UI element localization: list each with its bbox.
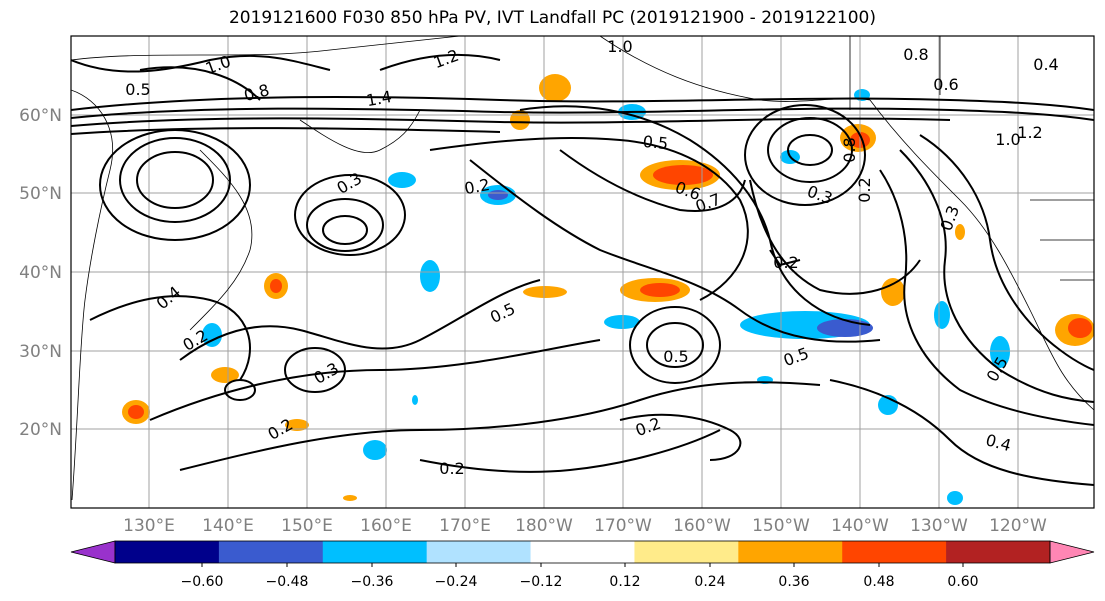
lat-tick-label: 50°N [19,184,62,204]
colorbar-segment [115,541,220,563]
lon-tick-label: 140°W [831,516,889,536]
pv-contours [71,53,1094,486]
colorbar-tick-label: 0.60 [947,574,978,590]
colorbar-outline [114,540,1051,564]
colorbar-tick-label: 0.24 [694,574,725,590]
map-panel [70,35,1095,509]
colorbar-segment [634,541,739,563]
colorbar-segment [842,541,947,563]
contour-label: 0.2 [439,459,464,478]
colorbar-tick-label: 0.36 [778,574,809,590]
lon-tick-label: 150°W [752,516,810,536]
contour-label: 0.5 [642,132,669,153]
contour-label: 0.2 [773,253,798,272]
colorbar: −0.60 −0.48 −0.36 −0.24 −0.12 0.12 0.24 0.36 0.4… [70,540,1095,590]
contour-label: 0.5 [125,80,150,99]
colorbar-tick-label: 0.48 [863,574,894,590]
colorbar-tick-label: −0.36 [351,574,394,590]
contour-label: 0.8 [903,45,928,64]
colorbar-tick-label: −0.60 [181,574,224,590]
map-title: 2019121600 F030 850 hPa PV, IVT Landfall… [228,8,876,28]
lat-tick-label: 30°N [19,342,62,362]
lon-tick-label: 160°W [673,516,731,536]
contour-label: 1.0 [995,130,1020,149]
contour-label: 0.2 [855,177,874,202]
colorbar-segment [946,541,1051,563]
colorbar-tick-label: 0.12 [609,574,640,590]
lon-tick-label: 170°W [594,516,652,536]
contour-label: 1.4 [365,87,393,110]
colorbar-segment [530,541,635,563]
colorbar-tick-label: −0.12 [520,574,563,590]
lat-tick-label: 20°N [19,420,62,440]
lon-tick-label: 130°E [123,516,175,536]
lon-tick-label: 180°W [515,516,573,536]
contour-label: 0.5 [663,347,688,366]
colorbar-extend-min [70,540,116,564]
contour-label: 1.0 [607,37,632,56]
lat-tick-label: 60°N [19,106,62,126]
lon-tick-label: 170°E [439,516,491,536]
colorbar-segment [218,541,324,563]
latitude-axis: 60°N 50°N 40°N 30°N 20°N [19,106,62,440]
lon-tick-label: 150°E [281,516,333,536]
colorbar-tick-label: −0.24 [435,574,478,590]
contour-label: 1.2 [1017,123,1042,142]
contour-label: 0.8 [840,137,859,162]
colorbar-segment [738,541,843,563]
contour-label: 0.4 [1033,55,1058,74]
map-frame [70,35,1095,509]
longitude-axis: 130°E 140°E 150°E 160°E 170°E 180°W 170°W 160°W… [123,516,1047,536]
lon-tick-label: 160°E [360,516,412,536]
colorbar-extend-max [1049,540,1095,564]
colorbar-tick-label: −0.48 [266,574,309,590]
colorbar-segment [322,541,428,563]
colorbar-segment [426,541,532,563]
lon-tick-label: 120°W [989,516,1047,536]
lon-tick-label: 140°E [202,516,254,536]
lon-tick-label: 130°W [910,516,968,536]
lat-tick-label: 40°N [19,263,62,283]
contour-label: 0.2 [463,175,491,198]
contour-label: 0.6 [933,75,958,94]
